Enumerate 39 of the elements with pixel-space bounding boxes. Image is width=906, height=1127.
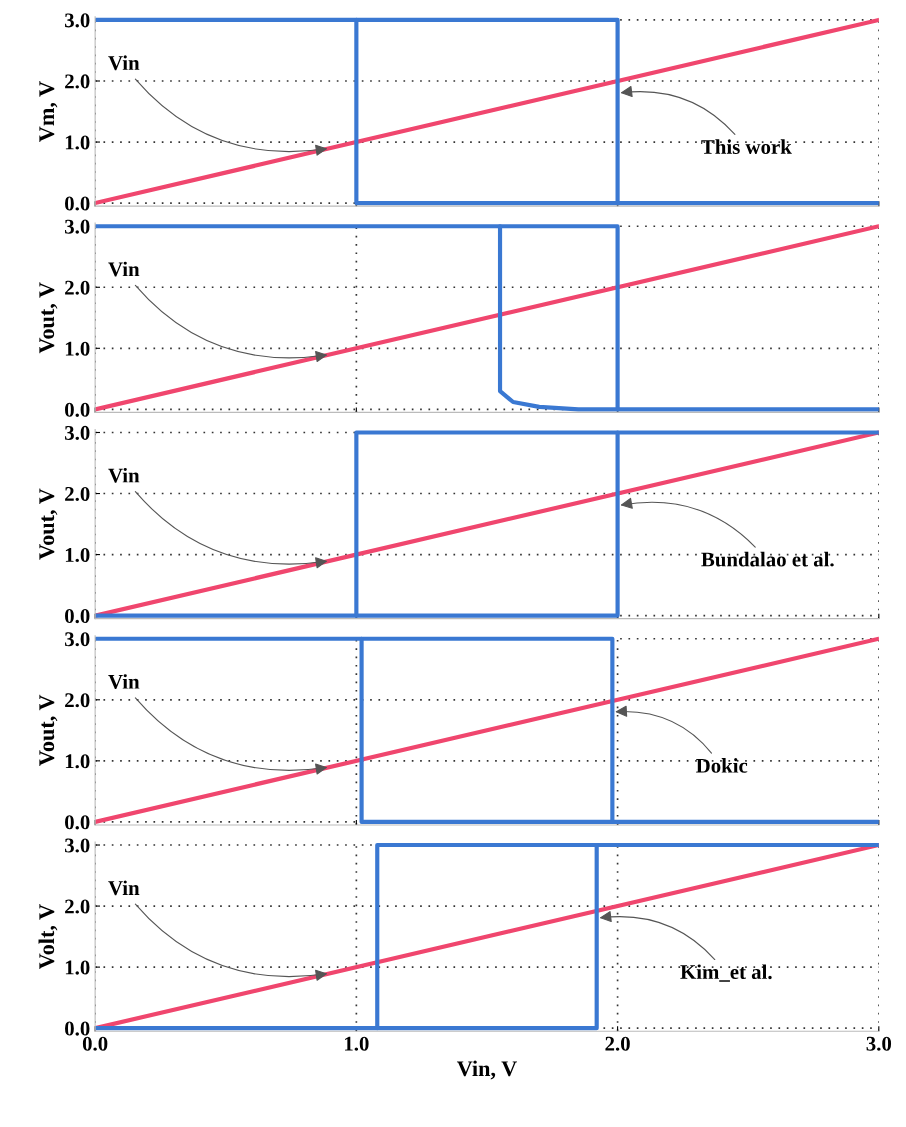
y-tick-label: 2.0 xyxy=(65,280,90,295)
x-tick-label: 2.0 xyxy=(605,1036,630,1051)
x-tick-label: 1.0 xyxy=(345,1036,369,1051)
y-axis-title: Volt, V xyxy=(38,904,58,970)
y-tick-label: 0.0 xyxy=(65,402,90,417)
y-tick-label: 3.0 xyxy=(65,632,90,647)
annotation: This work xyxy=(701,139,792,154)
y-tick-label: 0.0 xyxy=(65,608,90,624)
x-tick-label: 0.0 xyxy=(82,1036,108,1051)
annotation: Vin xyxy=(108,880,140,896)
annotation: Vin xyxy=(108,467,140,483)
x-tick-label: 3.0 xyxy=(866,1036,892,1051)
y-tick-label: 1.0 xyxy=(65,547,90,563)
y-tick-label: 3.0 xyxy=(65,425,90,441)
x-axis-title: Vin, V xyxy=(456,1060,517,1080)
y-tick-label: 3.0 xyxy=(65,13,90,28)
annotation: Vin xyxy=(108,261,140,277)
y-tick-label: 2.0 xyxy=(65,693,90,708)
y-tick-label: 1.0 xyxy=(65,341,90,356)
y-tick-label: 2.0 xyxy=(65,74,90,89)
annotation: Bundalao et al. xyxy=(701,551,834,567)
y-axis-title: Vout, V xyxy=(39,694,58,766)
y-tick-label: 0.0 xyxy=(65,196,90,211)
y-tick-label: 1.0 xyxy=(65,754,90,769)
annotation: Kim_et al. xyxy=(680,964,772,982)
y-axis-title: Vout, V xyxy=(39,282,58,354)
y-tick-label: 3.0 xyxy=(65,219,90,234)
annotation: Vin xyxy=(108,55,140,71)
y-axis-title: Vout, V xyxy=(39,488,58,560)
y-axis-title: Vm, V xyxy=(39,81,58,142)
y-tick-label: 3.0 xyxy=(65,838,90,853)
y-tick-label: 2.0 xyxy=(65,899,90,914)
annotation: Vin xyxy=(108,674,140,689)
y-tick-label: 0.0 xyxy=(65,815,90,830)
y-tick-label: 1.0 xyxy=(65,135,90,150)
y-tick-label: 2.0 xyxy=(65,486,90,502)
y-tick-label: 0.0 xyxy=(65,1021,90,1036)
annotation: Dokic xyxy=(696,758,748,773)
y-tick-label: 1.0 xyxy=(65,960,90,975)
